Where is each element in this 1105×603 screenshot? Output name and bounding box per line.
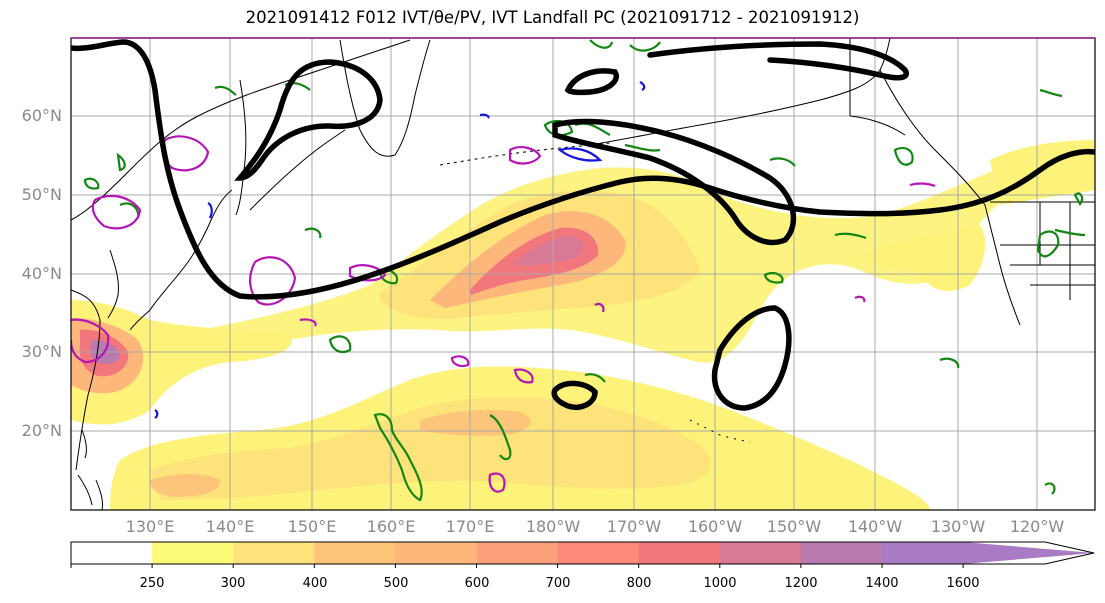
coastlines bbox=[71, 38, 1095, 510]
theta-e-contour bbox=[543, 119, 574, 137]
theta-e-contour bbox=[1054, 228, 1086, 237]
theta-e-contour bbox=[589, 39, 614, 49]
colorbar-label-400: 400 bbox=[302, 576, 328, 591]
pc-contour-top bbox=[564, 41, 909, 96]
pv-neg-contour bbox=[154, 409, 159, 419]
pv-neg-contour bbox=[207, 202, 213, 219]
pv-neg-contour bbox=[557, 147, 603, 162]
pc-contour-small-loop bbox=[551, 380, 598, 410]
theta-e-contour bbox=[214, 85, 237, 96]
map-title: 2021091412 F012 IVT/θe/PV, IVT Landfall … bbox=[245, 8, 860, 27]
theta-e-contour bbox=[1039, 88, 1063, 98]
theta-e-contour bbox=[328, 335, 352, 354]
lon-label-160e: 160°E bbox=[366, 517, 416, 536]
theta-e-contour bbox=[624, 143, 661, 152]
pc-contour-main bbox=[71, 39, 1095, 300]
theta-e-contour bbox=[584, 373, 606, 383]
theta-e-contour bbox=[83, 177, 100, 190]
theta-e-contour bbox=[1073, 192, 1084, 206]
ivt-band-east bbox=[860, 225, 986, 292]
lon-label-160w: 160°W bbox=[687, 517, 743, 536]
theta-e-contour bbox=[763, 272, 784, 284]
ivt-typhoon-outer bbox=[71, 300, 292, 425]
theta-e-contour bbox=[489, 414, 512, 461]
lon-label-150w: 150°W bbox=[766, 517, 822, 536]
ivt-band-south-500b bbox=[150, 474, 221, 497]
lon-label-130e: 130°E bbox=[125, 517, 175, 536]
pv-contour bbox=[594, 302, 605, 313]
colorbar-label-1600: 1600 bbox=[946, 576, 980, 591]
theta-e-contour bbox=[893, 146, 914, 166]
theta-e-contour bbox=[939, 357, 960, 369]
theta-e-contour bbox=[1044, 482, 1056, 495]
lon-label-140w: 140°W bbox=[847, 517, 903, 536]
theta-e-contour bbox=[373, 413, 423, 502]
pv-contour bbox=[909, 182, 936, 188]
theta-e-contour bbox=[304, 227, 322, 239]
colorbar-label-700: 700 bbox=[545, 576, 571, 591]
lon-label-140e: 140°E bbox=[205, 517, 255, 536]
colorbar-label-300: 300 bbox=[220, 576, 246, 591]
lon-label-170w: 170°W bbox=[606, 517, 662, 536]
theta-e-contour bbox=[1036, 230, 1060, 258]
theta-e-contour bbox=[834, 232, 867, 240]
pv-contour bbox=[513, 368, 534, 384]
pv-contour bbox=[450, 355, 470, 368]
pv-contour bbox=[508, 146, 542, 165]
ivt-band-north-1200 bbox=[515, 236, 584, 266]
colorbar-label-800: 800 bbox=[626, 576, 652, 591]
borders-us-states bbox=[1000, 202, 1095, 300]
coastline-hawaii bbox=[689, 419, 751, 443]
pc-contour-hawaii-loop bbox=[711, 305, 792, 411]
lon-label-170e: 170°E bbox=[445, 517, 495, 536]
pv-contour bbox=[91, 194, 142, 230]
coastline-kuril bbox=[249, 129, 346, 211]
pc-contour-alaska-loop bbox=[552, 118, 797, 246]
colorbar-label-1200: 1200 bbox=[784, 576, 818, 591]
ivt-band-south-300 bbox=[150, 397, 711, 500]
ivt-shading bbox=[71, 140, 1095, 510]
theta-e-contour bbox=[629, 41, 661, 52]
coastline-asia bbox=[71, 39, 411, 221]
colorbar-label-600: 600 bbox=[464, 576, 490, 591]
colorbar-label-1400: 1400 bbox=[865, 576, 899, 591]
theta-e-contour bbox=[769, 157, 796, 167]
pv-neg-contour bbox=[639, 81, 646, 91]
pv-neg-contour bbox=[479, 113, 490, 119]
colorbar-label-500: 500 bbox=[383, 576, 409, 591]
pv-contour bbox=[71, 318, 110, 364]
lat-label-40n: 40°N bbox=[21, 264, 62, 283]
pv-contour bbox=[854, 295, 866, 303]
coastline-taiwan bbox=[81, 429, 87, 459]
lat-label-20n: 20°N bbox=[21, 421, 62, 440]
pv-contour bbox=[488, 472, 506, 493]
coastline-philippines bbox=[77, 474, 103, 510]
lon-label-180w: 180°W bbox=[525, 517, 581, 536]
border-us-canada bbox=[849, 38, 1095, 203]
pv-contour bbox=[299, 318, 317, 327]
pc-contour-north-loop bbox=[234, 59, 383, 181]
theta-e-contour bbox=[116, 152, 126, 172]
coastline-kamchatka bbox=[339, 39, 431, 157]
lat-label-50n: 50°N bbox=[21, 185, 62, 204]
pv-negative-contours bbox=[154, 81, 646, 419]
coastline-korea bbox=[107, 249, 119, 319]
colorbar-label-250: 250 bbox=[139, 576, 165, 591]
lon-label-130w: 130°W bbox=[930, 517, 986, 536]
colorbar-label-1000: 1000 bbox=[703, 576, 737, 591]
pv-contour bbox=[249, 256, 297, 306]
lon-label-150e: 150°E bbox=[287, 517, 337, 536]
lon-label-120w: 120°W bbox=[1009, 517, 1065, 536]
coastline-japan bbox=[129, 189, 233, 331]
ivt-landfall-pc-contours bbox=[71, 39, 1095, 411]
lat-label-30n: 30°N bbox=[21, 342, 62, 361]
lat-label-60n: 60°N bbox=[21, 106, 62, 125]
